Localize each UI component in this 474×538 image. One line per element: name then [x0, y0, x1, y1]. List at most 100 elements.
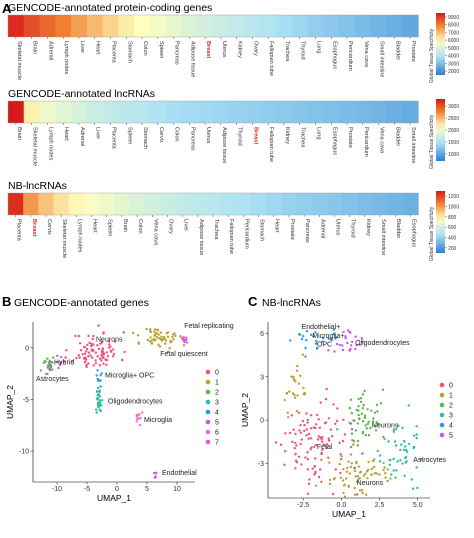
data-point — [174, 334, 177, 338]
data-point — [100, 372, 104, 375]
data-point — [306, 451, 309, 454]
y-axis-label: UMAP_2 — [5, 385, 15, 419]
tissue-label: Adrenal — [79, 127, 85, 146]
data-point — [372, 465, 376, 469]
data-point — [319, 468, 322, 471]
tissue-label: Esophagus — [331, 41, 337, 69]
heatmap-cell — [114, 193, 131, 215]
legend-swatch — [439, 422, 445, 428]
data-point — [397, 424, 400, 427]
tissue-label: Prostate — [289, 219, 295, 240]
x-tick-label: 0 — [115, 486, 119, 493]
data-point — [357, 413, 360, 417]
data-point — [182, 344, 186, 347]
data-point — [156, 329, 160, 332]
data-point — [387, 440, 390, 443]
data-point — [65, 349, 68, 352]
data-point — [345, 470, 349, 473]
data-point — [329, 428, 332, 431]
data-point — [157, 333, 160, 336]
colorbar-tick-label: 1000 — [448, 205, 459, 211]
data-point — [349, 445, 353, 449]
heatmap-cell — [71, 101, 88, 123]
heatmap-cell — [402, 101, 419, 123]
data-point — [171, 335, 174, 339]
data-point — [83, 352, 87, 355]
data-point — [315, 423, 318, 426]
data-point — [403, 440, 406, 443]
data-point — [348, 472, 352, 475]
data-point — [342, 491, 345, 495]
heatmap-cell — [39, 15, 56, 37]
cluster-label: Endothelial — [162, 470, 197, 477]
data-point — [327, 439, 331, 442]
data-point — [405, 460, 408, 463]
data-point — [343, 433, 347, 436]
data-point — [96, 355, 99, 358]
data-point — [395, 469, 398, 472]
tissue-label: Cervix — [158, 127, 164, 143]
data-point — [100, 353, 104, 356]
data-point — [291, 440, 294, 443]
tissue-label: Uterus — [334, 219, 340, 236]
data-point — [358, 471, 362, 474]
data-point — [78, 356, 81, 359]
data-point — [341, 439, 345, 443]
data-point — [295, 369, 299, 372]
data-point — [384, 472, 387, 475]
heatmap-cell — [354, 15, 372, 37]
data-point — [415, 425, 418, 428]
heatmap-cell — [38, 193, 55, 215]
heatmap-cell — [354, 101, 372, 123]
heatmap-1-title: GENCODE-annotated protein-coding genes — [8, 2, 212, 14]
cluster-label: Astrocytes — [413, 457, 446, 464]
data-point — [292, 428, 295, 431]
data-point — [307, 437, 310, 440]
data-point — [353, 469, 357, 472]
data-point — [150, 341, 153, 345]
tissue-label: Stomach — [126, 41, 132, 63]
tissue-label: Spleen — [126, 127, 132, 144]
data-point — [108, 343, 111, 346]
data-point — [401, 462, 404, 465]
colorbar-tick-label: 2500 — [448, 116, 459, 122]
panel-label-a: A — [2, 1, 12, 16]
data-point — [46, 357, 49, 360]
tissue-label: Fallopian tube — [268, 41, 274, 76]
data-point — [305, 338, 308, 342]
data-point — [317, 475, 321, 479]
data-point — [353, 493, 357, 496]
data-point — [81, 353, 84, 356]
data-point — [362, 474, 366, 477]
data-point — [59, 362, 62, 366]
data-point — [310, 446, 313, 449]
data-point — [366, 470, 369, 473]
data-point — [404, 456, 407, 460]
heatmap-cell — [291, 15, 309, 37]
heatmap-nb-lncrna: Placenta Breast Cervix Skeletal muscle Lymph… — [7, 191, 459, 261]
heatmap-cell — [23, 15, 41, 37]
data-point — [287, 416, 290, 419]
data-point — [367, 420, 370, 423]
data-point — [112, 348, 115, 351]
tissue-label: Placenta — [111, 41, 117, 64]
tissue-label: Ovary — [252, 41, 258, 56]
data-point — [315, 484, 318, 487]
legend-label: 5 — [449, 433, 453, 440]
data-point — [309, 437, 313, 440]
data-point — [390, 473, 393, 476]
data-point — [392, 469, 395, 472]
data-point — [48, 363, 51, 366]
data-point — [85, 347, 89, 351]
data-point — [136, 417, 139, 421]
data-point — [113, 340, 117, 343]
data-point — [98, 395, 102, 398]
colorbar-tick-label: 8000 — [448, 23, 459, 29]
data-point — [52, 356, 55, 359]
cluster-label: Neurons — [96, 337, 123, 344]
x-tick-label: 5.0 — [413, 502, 423, 509]
data-point — [322, 336, 325, 340]
heatmap-cell — [159, 193, 176, 215]
data-point — [305, 428, 308, 431]
data-point — [164, 339, 168, 342]
